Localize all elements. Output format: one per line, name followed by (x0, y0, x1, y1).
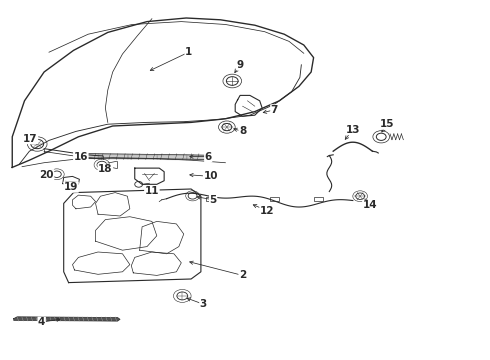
Text: 8: 8 (239, 126, 246, 136)
Text: 4: 4 (38, 317, 46, 327)
Text: 16: 16 (74, 152, 88, 162)
Text: 1: 1 (185, 47, 192, 57)
Text: 2: 2 (239, 270, 246, 280)
Text: 11: 11 (145, 186, 159, 196)
Bar (270, 197, 279, 201)
Text: 18: 18 (98, 164, 113, 174)
Text: 13: 13 (345, 125, 360, 135)
Text: 15: 15 (380, 119, 394, 129)
Text: 14: 14 (363, 200, 377, 210)
Text: 17: 17 (23, 134, 38, 144)
Text: 6: 6 (205, 152, 212, 162)
Text: 5: 5 (210, 195, 217, 205)
Text: 19: 19 (64, 182, 78, 192)
Polygon shape (14, 317, 120, 321)
Text: 9: 9 (237, 60, 244, 70)
Text: 20: 20 (39, 170, 54, 180)
Bar (206, 197, 216, 201)
Text: 10: 10 (203, 171, 218, 181)
Text: 7: 7 (270, 105, 278, 115)
Text: 3: 3 (200, 299, 207, 309)
Text: 12: 12 (260, 206, 274, 216)
Bar (314, 197, 323, 201)
